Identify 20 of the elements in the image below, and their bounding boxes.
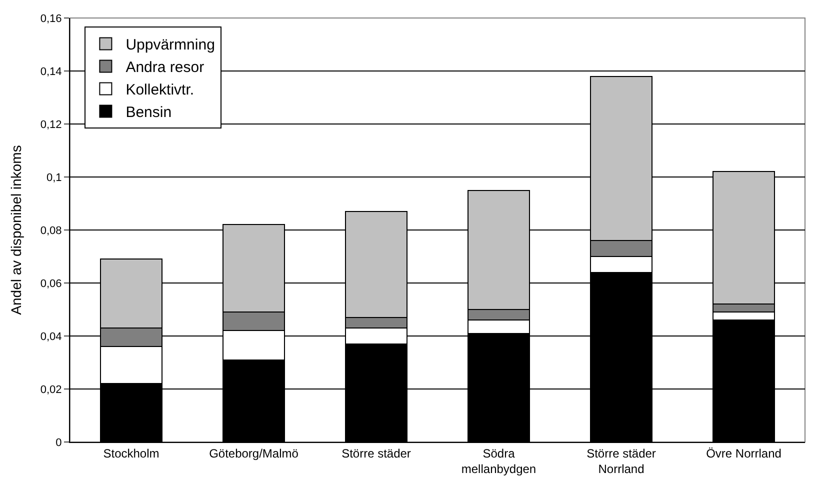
- y-tick-label: 0,08: [40, 224, 62, 237]
- legend-label: Bensin: [126, 104, 172, 122]
- y-tick-label: 0,04: [40, 330, 62, 343]
- x-tick-label: Större städer: [342, 446, 411, 460]
- y-axis-title: Andel av disponibel inkoms: [8, 145, 24, 315]
- legend-label: Uppvärmning: [126, 36, 215, 54]
- y-tick-label: 0: [56, 436, 62, 449]
- x-tick-label: Göteborg/Malmö: [209, 446, 299, 460]
- x-tick-label: Större städer Norrland: [586, 446, 656, 476]
- x-tick-label: Södra mellanbydgen: [461, 446, 536, 476]
- y-tick-label: 0,06: [40, 278, 62, 290]
- y-tick-label: 0,1: [46, 172, 62, 184]
- x-tick-label: Stockholm: [103, 446, 160, 460]
- y-tick-label: 0,14: [40, 66, 62, 78]
- y-tick-label: 0,12: [40, 118, 62, 131]
- y-tick-label: 0,02: [40, 384, 62, 396]
- y-tick-label: 0,16: [40, 12, 62, 25]
- x-tick-label: Övre Norrland: [706, 446, 782, 460]
- legend-label: Kollektivtr.: [126, 82, 194, 99]
- legend-label: Andra resor: [126, 59, 204, 76]
